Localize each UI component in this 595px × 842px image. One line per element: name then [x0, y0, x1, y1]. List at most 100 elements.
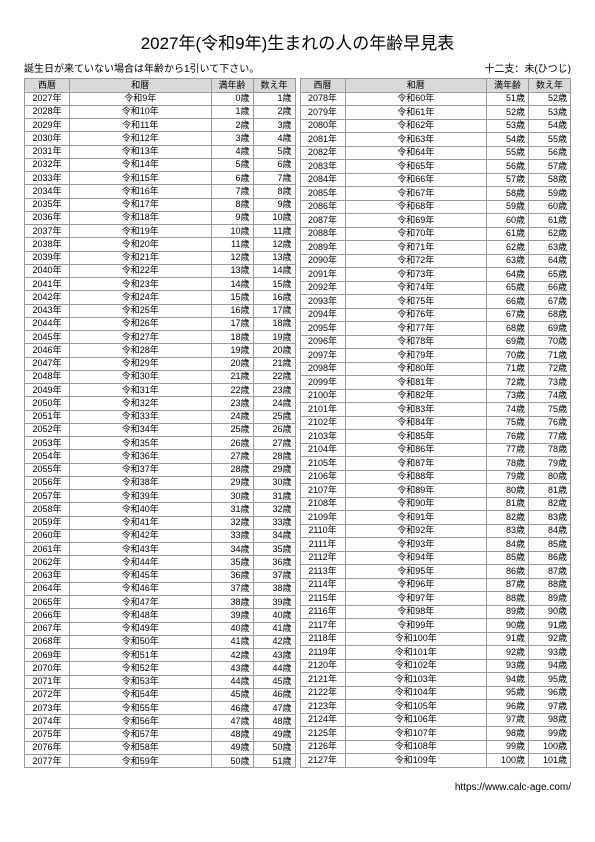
cell-wareki: 令和108年	[345, 740, 487, 754]
cell-kazoe: 52歳	[529, 92, 571, 106]
cell-seireki: 2116年	[300, 605, 345, 619]
cell-seireki: 2087年	[300, 214, 345, 228]
cell-kazoe: 61歳	[529, 214, 571, 228]
zodiac-text: 十二支：未(ひつじ)	[484, 60, 571, 75]
table-row: 2084年令和66年57歳58歳	[300, 173, 571, 187]
table-row: 2053年令和35年26歳27歳	[25, 437, 296, 450]
table-row: 2068年令和50年41歳42歳	[25, 635, 296, 648]
cell-kazoe: 89歳	[529, 592, 571, 606]
cell-man: 79歳	[487, 470, 529, 484]
cell-kazoe: 26歳	[253, 423, 295, 436]
cell-man: 15歳	[211, 291, 253, 304]
cell-man: 31歳	[211, 503, 253, 516]
cell-wareki: 令和95年	[345, 565, 487, 579]
cell-man: 41歳	[211, 635, 253, 648]
table-row: 2103年令和85年76歳77歳	[300, 430, 571, 444]
cell-man: 91歳	[487, 632, 529, 646]
cell-man: 56歳	[487, 160, 529, 174]
table-row: 2032年令和14年5歳6歳	[25, 158, 296, 171]
table-row: 2104年令和86年77歳78歳	[300, 443, 571, 457]
table-row: 2030年令和12年3歳4歳	[25, 132, 296, 145]
cell-seireki: 2104年	[300, 443, 345, 457]
cell-wareki: 令和38年	[70, 476, 212, 489]
cell-wareki: 令和44年	[70, 556, 212, 569]
cell-wareki: 令和61年	[345, 106, 487, 120]
cell-kazoe: 66歳	[529, 281, 571, 295]
cell-wareki: 令和82年	[345, 389, 487, 403]
cell-kazoe: 23歳	[253, 384, 295, 397]
cell-seireki: 2081年	[300, 133, 345, 147]
cell-wareki: 令和11年	[70, 119, 212, 132]
cell-kazoe: 69歳	[529, 322, 571, 336]
cell-wareki: 令和71年	[345, 241, 487, 255]
cell-man: 49歳	[211, 741, 253, 754]
cell-man: 44歳	[211, 675, 253, 688]
cell-seireki: 2127年	[300, 754, 345, 768]
cell-wareki: 令和63年	[345, 133, 487, 147]
cell-man: 74歳	[487, 403, 529, 417]
cell-seireki: 2038年	[25, 238, 70, 251]
table-row: 2051年令和33年24歳25歳	[25, 410, 296, 423]
cell-man: 0歳	[211, 92, 253, 105]
cell-seireki: 2063年	[25, 569, 70, 582]
cell-kazoe: 46歳	[253, 688, 295, 701]
cell-kazoe: 55歳	[529, 133, 571, 147]
cell-seireki: 2122年	[300, 686, 345, 700]
cell-kazoe: 67歳	[529, 295, 571, 309]
table-row: 2083年令和65年56歳57歳	[300, 160, 571, 174]
cell-seireki: 2067年	[25, 622, 70, 635]
table-row: 2098年令和80年71歳72歳	[300, 362, 571, 376]
cell-seireki: 2075年	[25, 728, 70, 741]
table-row: 2035年令和17年8歳9歳	[25, 198, 296, 211]
cell-seireki: 2101年	[300, 403, 345, 417]
cell-kazoe: 35歳	[253, 543, 295, 556]
cell-wareki: 令和13年	[70, 145, 212, 158]
table-row: 2062年令和44年35歳36歳	[25, 556, 296, 569]
cell-kazoe: 88歳	[529, 578, 571, 592]
cell-wareki: 令和48年	[70, 609, 212, 622]
cell-kazoe: 99歳	[529, 727, 571, 741]
cell-seireki: 2041年	[25, 278, 70, 291]
cell-wareki: 令和19年	[70, 225, 212, 238]
cell-man: 45歳	[211, 688, 253, 701]
cell-kazoe: 11歳	[253, 225, 295, 238]
cell-kazoe: 28歳	[253, 450, 295, 463]
table-row: 2086年令和68年59歳60歳	[300, 200, 571, 214]
cell-kazoe: 76歳	[529, 416, 571, 430]
cell-kazoe: 13歳	[253, 251, 295, 264]
cell-man: 47歳	[211, 715, 253, 728]
table-row: 2101年令和83年74歳75歳	[300, 403, 571, 417]
cell-seireki: 2120年	[300, 659, 345, 673]
table-row: 2058年令和40年31歳32歳	[25, 503, 296, 516]
table-row: 2081年令和63年54歳55歳	[300, 133, 571, 147]
cell-kazoe: 31歳	[253, 490, 295, 503]
table-row: 2027年令和9年0歳1歳	[25, 92, 296, 105]
cell-wareki: 令和83年	[345, 403, 487, 417]
table-row: 2064年令和46年37歳38歳	[25, 582, 296, 595]
cell-kazoe: 96歳	[529, 686, 571, 700]
cell-kazoe: 63歳	[529, 241, 571, 255]
cell-man: 40歳	[211, 622, 253, 635]
cell-seireki: 2096年	[300, 335, 345, 349]
cell-kazoe: 15歳	[253, 278, 295, 291]
table-row: 2108年令和90年81歳82歳	[300, 497, 571, 511]
cell-kazoe: 60歳	[529, 200, 571, 214]
cell-kazoe: 3歳	[253, 119, 295, 132]
cell-kazoe: 53歳	[529, 106, 571, 120]
cell-man: 59歳	[487, 200, 529, 214]
cell-wareki: 令和65年	[345, 160, 487, 174]
cell-kazoe: 51歳	[253, 755, 295, 768]
cell-seireki: 2106年	[300, 470, 345, 484]
table-row: 2042年令和24年15歳16歳	[25, 291, 296, 304]
cell-man: 86歳	[487, 565, 529, 579]
cell-seireki: 2048年	[25, 370, 70, 383]
cell-man: 87歳	[487, 578, 529, 592]
cell-kazoe: 86歳	[529, 551, 571, 565]
cell-seireki: 2098年	[300, 362, 345, 376]
cell-wareki: 令和45年	[70, 569, 212, 582]
table-row: 2127年令和109年100歳101歳	[300, 754, 571, 768]
cell-seireki: 2112年	[300, 551, 345, 565]
cell-wareki: 令和96年	[345, 578, 487, 592]
table-row: 2045年令和27年18歳19歳	[25, 331, 296, 344]
cell-man: 35歳	[211, 556, 253, 569]
